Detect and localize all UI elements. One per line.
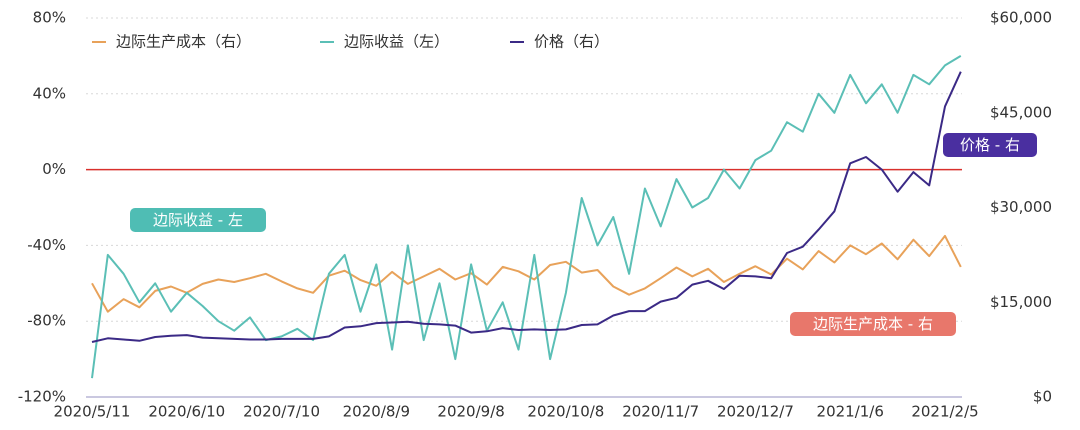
x-tick-label: 2021/1/6 <box>817 403 884 421</box>
y2-tick-label: $60,000 <box>990 9 1052 27</box>
series-line <box>91 71 962 343</box>
annotation-text: 边际收益 - 左 <box>153 211 243 229</box>
x-tick-label: 2020/8/9 <box>343 403 410 421</box>
annotation-box <box>130 208 266 232</box>
annotation-text: 边际生产成本 - 右 <box>813 315 933 333</box>
x-tick-label: 2020/9/8 <box>437 403 504 421</box>
x-tick-label: 2020/6/10 <box>148 403 225 421</box>
series-line <box>91 55 962 379</box>
y2-tick-label: $0 <box>1033 388 1052 406</box>
y2-tick-label: $45,000 <box>990 103 1052 121</box>
annotation-text: 价格 - 右 <box>960 136 1020 154</box>
y-tick-label: 0% <box>42 160 66 178</box>
x-tick-label: 2020/7/10 <box>243 403 320 421</box>
x-tick-label: 2021/2/5 <box>911 403 978 421</box>
annotation-box <box>943 133 1037 157</box>
y2-tick-label: $30,000 <box>990 198 1052 216</box>
y-tick-label: 40% <box>33 84 66 102</box>
legend-label: 边际生产成本（右） <box>116 33 251 51</box>
y-tick-label: -120% <box>18 388 66 406</box>
legend-label: 价格（右） <box>534 33 609 51</box>
x-tick-label: 2020/10/8 <box>527 403 604 421</box>
annotation-box <box>790 312 956 336</box>
x-tick-label: 2020/11/7 <box>622 403 699 421</box>
series-line <box>91 234 962 313</box>
y2-tick-label: $15,000 <box>990 293 1052 311</box>
y-tick-label: 80% <box>33 9 66 27</box>
y-tick-label: -80% <box>27 312 66 330</box>
legend-label: 边际收益（左） <box>344 33 449 51</box>
x-tick-label: 2020/5/11 <box>54 403 131 421</box>
y-tick-label: -40% <box>27 236 66 254</box>
x-tick-label: 2020/12/7 <box>717 403 794 421</box>
